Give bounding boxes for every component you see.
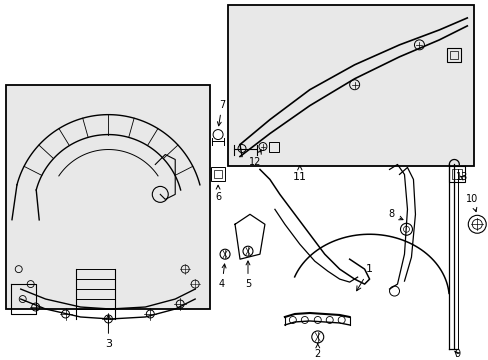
Text: 3: 3: [105, 315, 112, 349]
Bar: [449, 51, 457, 59]
Bar: [447, 48, 460, 62]
Text: 4: 4: [219, 264, 225, 289]
Text: 5: 5: [244, 261, 251, 289]
Text: 7: 7: [217, 100, 225, 126]
Bar: [268, 141, 278, 152]
Bar: [211, 167, 224, 181]
Text: 12: 12: [248, 150, 261, 167]
Text: 1: 1: [356, 264, 372, 291]
Bar: [448, 166, 465, 183]
Text: 6: 6: [215, 185, 221, 202]
Text: 11: 11: [292, 166, 306, 183]
Bar: [451, 170, 461, 179]
Bar: [6, 85, 210, 309]
Bar: [227, 5, 473, 166]
Text: 8: 8: [387, 209, 402, 220]
Text: 13: 13: [455, 172, 468, 183]
Text: 9: 9: [453, 349, 459, 359]
Text: 2: 2: [314, 343, 320, 359]
Text: 10: 10: [465, 194, 477, 212]
Bar: [214, 170, 222, 179]
